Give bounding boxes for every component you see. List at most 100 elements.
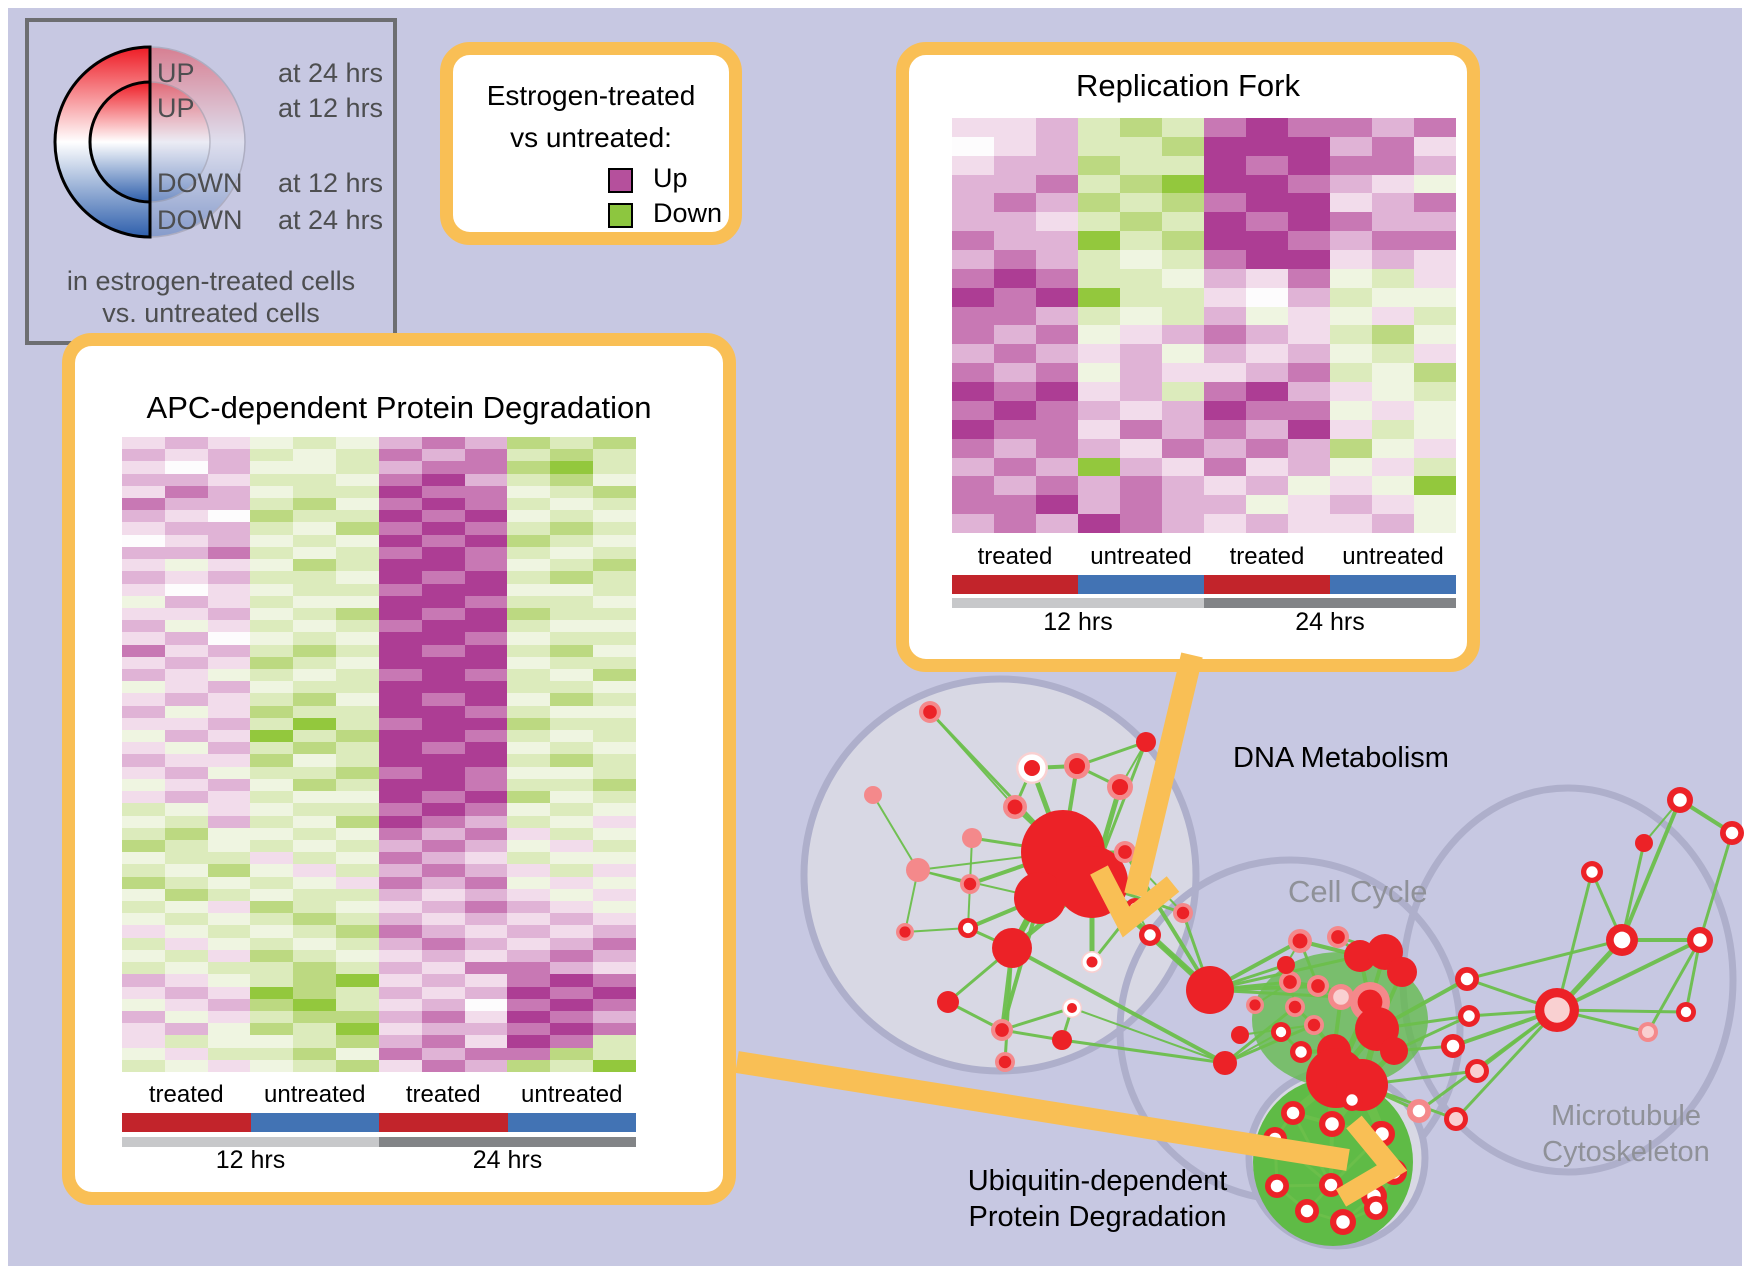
heatmap-cell <box>250 510 294 523</box>
heatmap-cell <box>293 681 337 694</box>
network-node <box>1387 957 1417 987</box>
heatmap-cell <box>593 534 636 547</box>
heatmap-cell <box>336 522 379 535</box>
heatmap-cell <box>1120 514 1162 533</box>
heatmap-cell <box>464 510 508 523</box>
heatmap-cell <box>1288 382 1330 401</box>
heatmap-cell <box>1246 155 1288 175</box>
heatmap-cell <box>507 888 551 902</box>
heatmap-cell <box>1372 382 1414 401</box>
heatmap-cell <box>378 839 422 853</box>
heatmap-cell <box>207 607 251 621</box>
heatmap-cell <box>550 473 594 486</box>
heatmap-cell <box>250 571 294 584</box>
heatmap-cell <box>1246 438 1288 458</box>
heatmap-cell <box>293 925 337 938</box>
heatmap-cell <box>550 925 594 938</box>
heatmap-cell <box>550 901 594 914</box>
heatmap-cell <box>1120 344 1162 364</box>
heatmap-cell <box>1330 325 1372 345</box>
heatmap-cell <box>593 461 636 474</box>
heatmap-cell <box>378 754 422 767</box>
heatmap-cell <box>994 457 1036 477</box>
heatmap-cell <box>421 937 465 950</box>
heatmap-cell <box>507 669 551 682</box>
heatmap-cell <box>293 803 337 816</box>
heatmap-cell <box>593 705 636 718</box>
heatmap-cell <box>293 437 337 450</box>
heatmap-cell <box>250 754 294 767</box>
heatmap-cell <box>507 632 551 645</box>
network-edge <box>1466 938 1623 981</box>
heatmap-cell <box>1372 514 1414 533</box>
heatmap-cell <box>164 717 208 731</box>
heatmap-cell <box>1414 363 1456 383</box>
heatmap-cell <box>507 742 551 755</box>
heatmap-cell <box>1330 438 1372 458</box>
heatmap-cell <box>293 510 337 523</box>
heatmap-cell <box>550 485 594 499</box>
heatmap-cell <box>250 937 294 950</box>
heatmap-cell <box>1288 344 1330 364</box>
heatmap-cell <box>1078 250 1120 269</box>
heatmap-cell <box>994 287 1036 307</box>
heatmap-cell <box>122 901 165 914</box>
heatmap-cell <box>507 949 551 963</box>
heatmap-cell <box>421 901 465 914</box>
heatmap-cell <box>1414 118 1456 137</box>
heatmap-cell <box>593 803 636 816</box>
heatmap-cell <box>122 571 165 584</box>
heatmap-cell <box>1246 287 1288 307</box>
heatmap-cell <box>507 1023 551 1036</box>
heatmap-cell <box>421 949 465 963</box>
heatmap-cell <box>122 778 165 792</box>
heatmap-cell <box>507 534 551 547</box>
heatmap-cell <box>207 656 251 670</box>
heatmap-cell <box>122 937 165 950</box>
heatmap-cell <box>1036 287 1078 307</box>
heatmap-cell <box>336 864 379 877</box>
heatmap-cell <box>378 534 422 547</box>
heatmap-cell <box>207 583 251 596</box>
heatmap-cell <box>293 595 337 608</box>
heatmap-cell <box>1204 363 1246 383</box>
heatmap-cell <box>1204 419 1246 439</box>
heatmap-cell <box>336 449 379 462</box>
heatmap-cell <box>550 754 594 767</box>
heatmap-cell <box>336 717 379 731</box>
heatmap-cell <box>336 693 379 706</box>
heatmap-cell <box>550 693 594 706</box>
network-node <box>1544 997 1570 1023</box>
heatmap-cell <box>164 730 208 743</box>
heatmap-cell <box>293 986 337 999</box>
heatmap-cell <box>1120 118 1162 137</box>
heatmap-cell <box>1078 476 1120 496</box>
heatmap-cell <box>293 522 337 535</box>
heatmap-cell <box>250 974 294 987</box>
heatmap-cell <box>421 656 465 670</box>
heatmap-cell <box>1162 268 1204 288</box>
heatmap-cell <box>336 901 379 914</box>
heatmap-cell <box>593 473 636 486</box>
network-node <box>1346 1094 1358 1106</box>
heatmap-cell <box>507 571 551 584</box>
heatmap-cell <box>507 498 551 511</box>
heatmap-cell <box>164 546 208 560</box>
updown-key-panel: Estrogen-treated vs untreated: Up Down <box>440 42 742 245</box>
network-edge <box>1061 1038 1226 1065</box>
heatmap-cell <box>250 669 294 682</box>
heatmap-cell <box>464 461 508 474</box>
heatmap-cell <box>550 1010 594 1024</box>
network-node <box>1300 1204 1314 1218</box>
heatmap-cell <box>1036 325 1078 345</box>
heatmap-cell <box>1120 476 1162 496</box>
heatmap-cell <box>464 949 508 963</box>
heatmap-cell <box>250 998 294 1011</box>
heatmap-cell <box>1246 306 1288 326</box>
heatmap-cell <box>378 815 422 828</box>
heatmap-cell <box>1372 457 1414 477</box>
heatmap-cell <box>550 888 594 902</box>
heatmap-cell <box>122 913 165 926</box>
heatmap-cell <box>1120 231 1162 251</box>
